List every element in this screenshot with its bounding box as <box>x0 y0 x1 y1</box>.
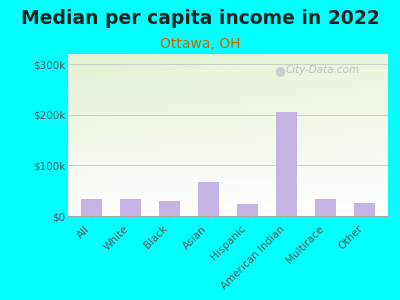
Bar <box>159 201 180 216</box>
Bar <box>315 199 336 216</box>
Bar <box>120 199 141 216</box>
Text: City-Data.com: City-Data.com <box>286 65 360 75</box>
Bar <box>237 204 258 216</box>
Bar <box>198 182 219 216</box>
Bar <box>354 203 375 216</box>
Text: Median per capita income in 2022: Median per capita income in 2022 <box>21 9 379 28</box>
Text: Ottawa, OH: Ottawa, OH <box>160 38 240 52</box>
Bar <box>81 199 102 216</box>
Bar <box>276 112 297 216</box>
Text: ●: ● <box>274 64 285 77</box>
